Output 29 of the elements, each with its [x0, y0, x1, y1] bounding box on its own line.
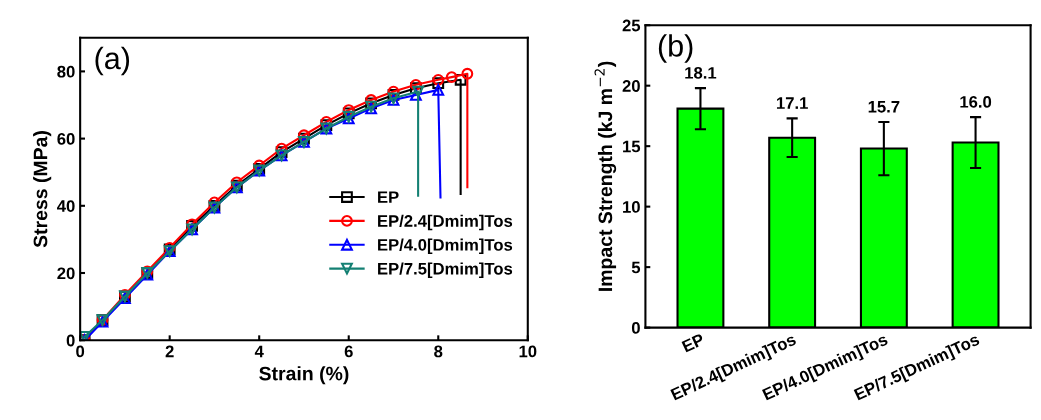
x-axis-title: Strain (%)	[259, 366, 349, 385]
legend-label: EP/7.5[Dmim]Tos	[378, 262, 513, 278]
legend-label: EP	[378, 191, 399, 203]
legend-label: EP/2.4[Dmim]Tos	[378, 214, 513, 231]
x-tick-label: 0	[76, 345, 85, 358]
annotation: 16.0	[960, 95, 992, 108]
x-tick-label: 4	[254, 345, 264, 358]
x-tick-label: 2	[165, 345, 174, 358]
y-tick-label: 25	[622, 19, 641, 32]
y-axis-title: Impact Strength (kJ m$^{−2}$)	[594, 61, 617, 291]
annotation: 18.1	[685, 66, 717, 79]
y-tick-label: 80	[57, 65, 75, 78]
y-tick-label: 20	[57, 267, 75, 280]
x-tick-label: 8	[434, 345, 443, 358]
y-tick-label: 20	[622, 80, 640, 92]
y-axis-title: Stress (MPa)	[33, 131, 52, 248]
x-tick-label: 10	[519, 345, 537, 358]
annotation: (b)	[658, 34, 693, 63]
annotation: 17.1	[776, 97, 808, 109]
annotation: 15.7	[868, 101, 900, 113]
y-tick-label: 15	[623, 140, 641, 153]
y-tick-label: 40	[57, 200, 75, 212]
y-tick-label: 10	[623, 201, 640, 213]
x-tick-label: 6	[344, 345, 353, 358]
y-tick-label: 0	[631, 322, 640, 334]
y-tick-label: 5	[631, 261, 641, 274]
annotation: (a)	[95, 46, 130, 76]
legend-label: EP/4.0[Dmim]Tos	[378, 238, 513, 255]
y-tick-label: 60	[57, 133, 75, 145]
